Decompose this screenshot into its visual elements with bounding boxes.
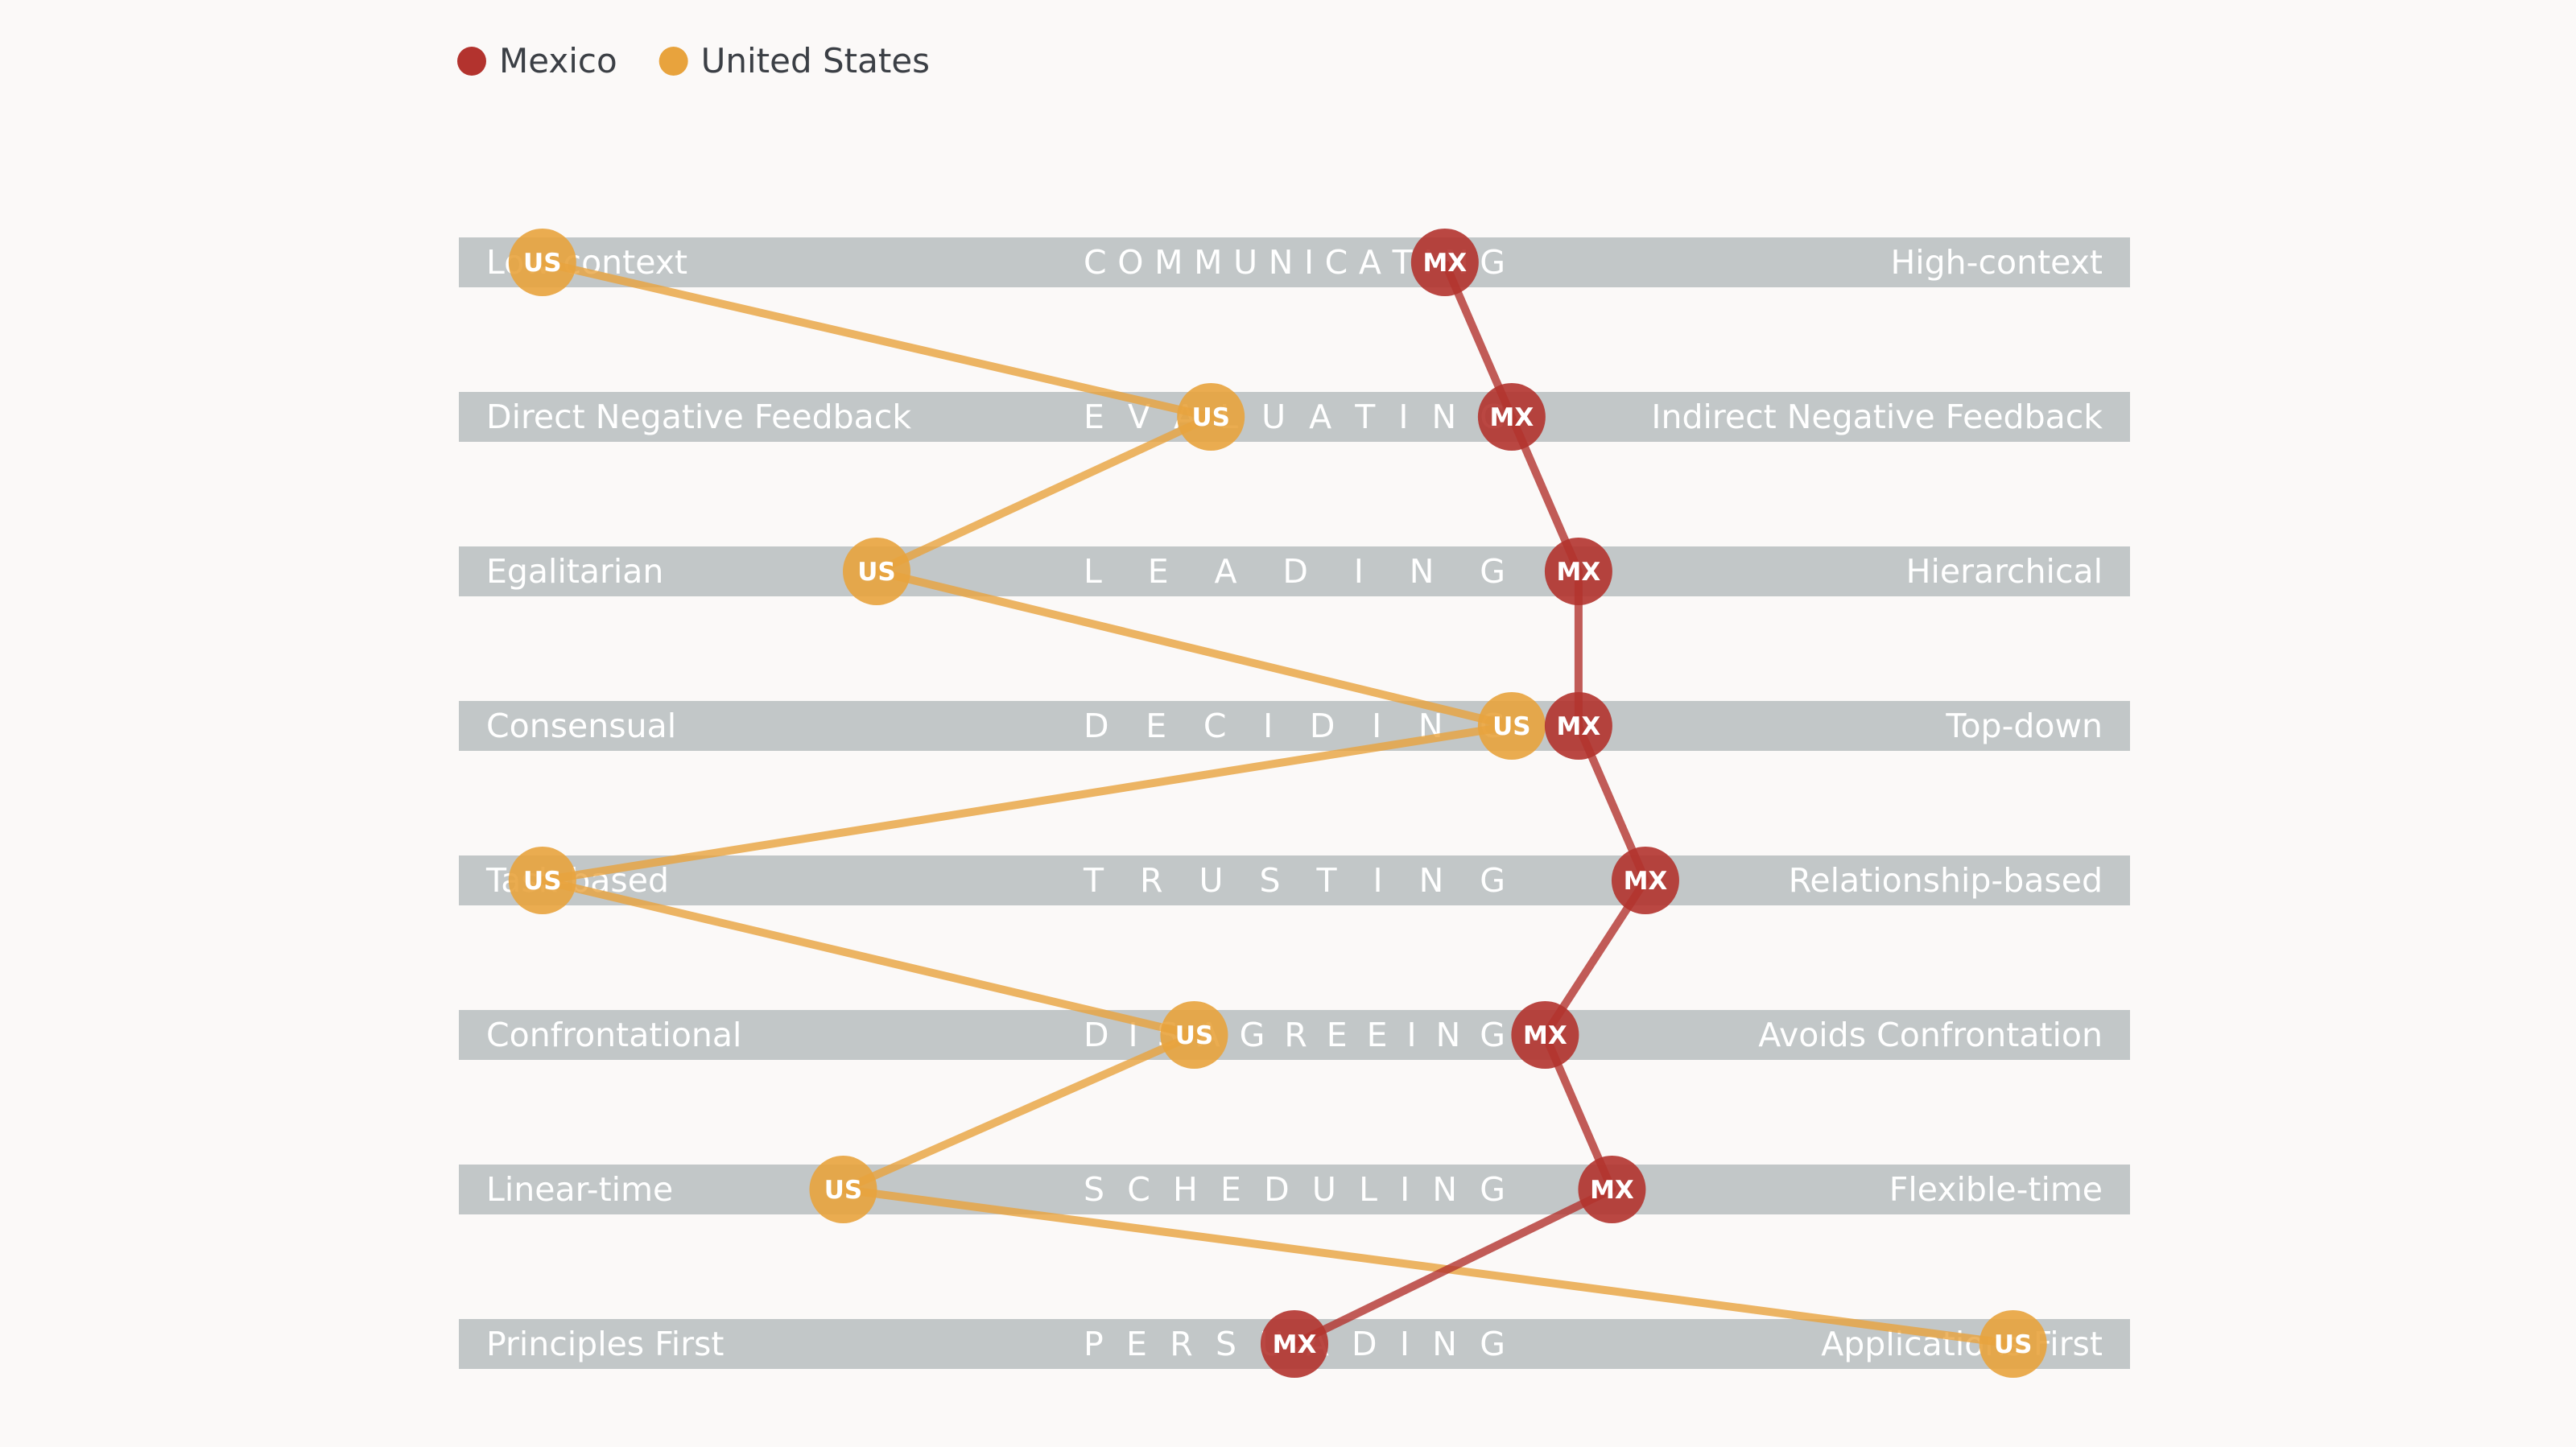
legend-label: Mexico [499,41,617,80]
data-point: US [843,538,910,605]
data-point: US [508,229,576,296]
data-point: US [809,1156,877,1223]
data-point-marker [1544,538,1612,605]
dimension-left-label: Principles First [486,1325,724,1363]
legend-label: United States [701,41,930,80]
dimension-right-label: High-context [1890,243,2103,282]
dimension-name: T R U S T I N G [1083,861,1505,900]
data-point-marker [1511,1001,1579,1069]
dimension-band [459,855,2130,905]
data-point: US [1177,383,1245,451]
data-point-code: US [857,558,896,587]
data-point-marker [1477,383,1546,451]
data-point-code: US [523,867,562,896]
data-point: MX [1410,229,1479,296]
data-point-code: MX [1422,249,1467,278]
data-point-marker [508,229,576,296]
data-point: MX [1511,1001,1579,1069]
dimension-band [459,237,2130,287]
dimension-right-label: Applications First [1821,1325,2103,1363]
data-point-code: MX [1557,558,1601,587]
dimension-right-label: Relationship-based [1789,861,2103,900]
dimension-right-label: Indirect Negative Feedback [1651,398,2103,436]
data-point-code: US [1492,712,1531,741]
data-point-code: MX [1590,1176,1634,1205]
legend-item: United States [658,41,930,80]
data-point-code: US [824,1176,863,1205]
data-point-code: MX [1490,403,1534,432]
series-markers: US US US US US US US US MX MX MX MX MX MX MX MX [508,229,2047,1378]
data-point-code: US [1994,1330,2033,1359]
data-point: MX [1544,692,1612,760]
dimension-left-label: Consensual [486,707,676,745]
dimension-left-label: Linear-time [486,1170,673,1209]
dimension-band [459,1010,2130,1060]
legend-swatch [457,47,486,76]
data-point-marker [1261,1310,1328,1378]
dimension-right-label: Hierarchical [1906,552,2103,591]
dimension-band [459,392,2130,442]
data-point-marker [1177,383,1245,451]
data-point-code: MX [1624,867,1668,896]
data-point-marker [1477,692,1546,760]
data-point-code: US [1175,1021,1214,1050]
data-point-marker [508,847,576,914]
data-point-code: US [1191,403,1230,432]
data-point: MX [1477,383,1546,451]
dimension-band [459,701,2130,751]
data-point-marker [1611,847,1679,914]
data-point-marker [843,538,910,605]
data-point: US [1477,692,1546,760]
legend: Mexico United States [457,41,930,80]
data-point: US [508,847,576,914]
dimension-left-label: Confrontational [486,1016,741,1054]
data-point-marker [1544,692,1612,760]
data-point: US [1979,1310,2047,1378]
dimension-band [459,546,2130,596]
dimension-right-label: Flexible-time [1889,1170,2103,1209]
data-point-marker [1160,1001,1228,1069]
data-point: MX [1611,847,1679,914]
data-point-code: US [523,249,562,278]
dimension-right-label: Avoids Confrontation [1758,1016,2103,1054]
data-point-marker [1578,1156,1646,1223]
legend-swatch [658,47,688,76]
data-point: US [1160,1001,1228,1069]
dimension-right-label: Top-down [1945,707,2103,745]
data-point-code: MX [1273,1330,1317,1359]
dimension-left-label: Direct Negative Feedback [486,398,911,436]
series-line [538,258,2014,1348]
dimension-band [459,1165,2130,1214]
data-point-code: MX [1523,1021,1567,1050]
data-point-marker [1410,229,1479,296]
data-point-marker [809,1156,877,1223]
legend-item: Mexico [457,41,617,80]
data-point: MX [1544,538,1612,605]
data-point: MX [1578,1156,1646,1223]
data-point: MX [1261,1310,1328,1378]
dimension-left-label: Egalitarian [486,552,663,591]
data-point-marker [1979,1310,2047,1378]
data-point-code: MX [1557,712,1601,741]
